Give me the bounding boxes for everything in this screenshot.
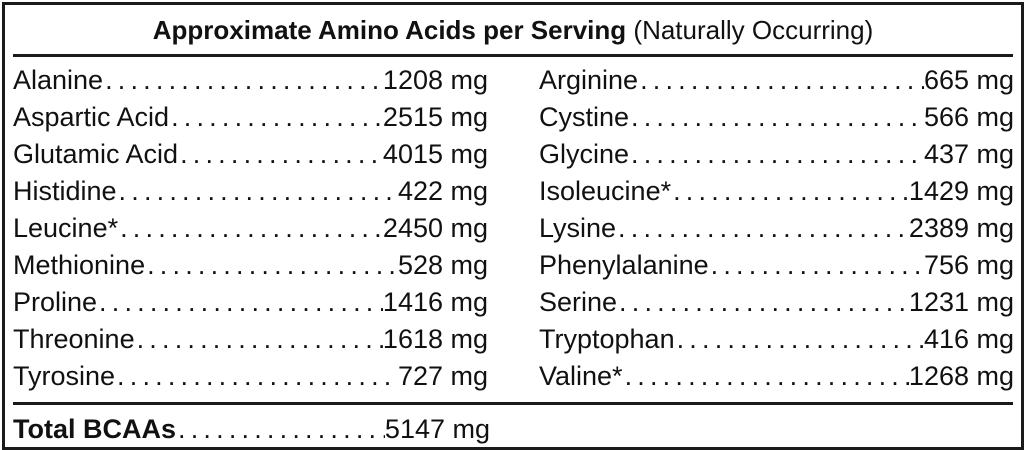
amino-acid-amount: 1231 mg (908, 287, 1014, 317)
amino-acid-row: Proline.................................… (13, 284, 488, 321)
amino-acid-amount: 727 mg (397, 361, 488, 391)
amino-acid-amount: 756 mg (923, 250, 1014, 280)
amino-acid-name: Proline (13, 287, 98, 317)
amino-acid-amount: 4015 mg (382, 139, 488, 169)
amino-acid-name: Leucine* (13, 213, 119, 243)
amino-acid-name: Methionine (13, 250, 146, 280)
dot-leader: ........................................… (136, 324, 383, 354)
left-column: Alanine.................................… (13, 62, 488, 395)
amino-acid-amount: 665 mg (923, 65, 1014, 95)
amino-acid-row: Glycine.................................… (539, 136, 1014, 173)
amino-acid-name: Phenylalanine (539, 250, 709, 280)
amino-acid-amount: 1618 mg (382, 324, 488, 354)
amino-acid-name: Glycine (539, 139, 630, 169)
dot-leader: ........................................… (178, 414, 385, 444)
amino-acid-row: Cystine.................................… (539, 99, 1014, 136)
title-note: (Naturally Occurring) (633, 15, 874, 45)
dot-leader: ........................................… (624, 361, 909, 391)
amino-acid-amount: 1268 mg (908, 361, 1014, 391)
amino-acid-amount: 566 mg (923, 102, 1014, 132)
amino-acid-name: Valine* (539, 361, 623, 391)
amino-acid-name: Histidine (13, 176, 117, 206)
amino-acid-name: Cystine (539, 102, 630, 132)
dot-leader: ........................................… (117, 361, 398, 391)
dot-leader: ........................................… (105, 65, 383, 95)
amino-acid-row: Glutamic Acid...........................… (13, 136, 488, 173)
amino-acid-amount: 1208 mg (382, 65, 488, 95)
dot-leader: ........................................… (618, 213, 909, 243)
dot-leader: ........................................… (676, 324, 924, 354)
amino-acid-name: Lysine (539, 213, 617, 243)
panel-title: Approximate Amino Acids per Serving (Nat… (5, 13, 1021, 47)
amino-acid-row: Phenylalanine...........................… (539, 247, 1014, 284)
amino-acid-row: Methionine..............................… (13, 247, 488, 284)
amino-acid-amount: 416 mg (923, 324, 1014, 354)
dot-leader: ........................................… (120, 213, 383, 243)
amino-acid-row: Serine..................................… (539, 284, 1014, 321)
amino-acid-name: Isoleucine* (539, 176, 672, 206)
amino-acid-name: Serine (539, 287, 618, 317)
amino-acid-amount: 1416 mg (382, 287, 488, 317)
total-row: Total BCAAs ............................… (13, 411, 490, 448)
amino-acid-name: Alanine (13, 65, 104, 95)
amino-acid-row: Arginine................................… (539, 62, 1014, 99)
dot-leader: ........................................… (631, 139, 924, 169)
amino-acid-amount: 2515 mg (382, 102, 488, 132)
amino-acid-name: Threonine (13, 324, 135, 354)
amino-acid-row: Aspartic Acid...........................… (13, 99, 488, 136)
amino-acid-name: Tryptophan (539, 324, 675, 354)
amino-acid-amount: 2450 mg (382, 213, 488, 243)
dot-leader: ........................................… (673, 176, 909, 206)
amino-acid-row: Tryptophan..............................… (539, 321, 1014, 358)
amino-acid-amount: 2389 mg (908, 213, 1014, 243)
dot-leader: ........................................… (118, 176, 398, 206)
amino-acid-row: Leucine*................................… (13, 210, 488, 247)
dot-leader: ........................................… (631, 102, 924, 132)
amino-acid-name: Arginine (539, 65, 639, 95)
amino-acid-name: Tyrosine (13, 361, 116, 391)
amino-acid-row: Isoleucine*.............................… (539, 173, 1014, 210)
amino-acid-row: Histidine...............................… (13, 173, 488, 210)
total-value: 5147 mg (384, 414, 490, 444)
dot-leader: ........................................… (147, 250, 398, 280)
dot-leader: ........................................… (171, 102, 383, 132)
amino-acid-amount: 437 mg (923, 139, 1014, 169)
amino-acid-row: Threonine...............................… (13, 321, 488, 358)
amino-acid-row: Lysine..................................… (539, 210, 1014, 247)
amino-acid-name: Aspartic Acid (13, 102, 170, 132)
amino-acid-row: Alanine.................................… (13, 62, 488, 99)
dot-leader: ........................................… (640, 65, 924, 95)
amino-acid-name: Glutamic Acid (13, 139, 179, 169)
total-label: Total BCAAs (13, 414, 177, 444)
amino-acid-row: Valine*.................................… (539, 358, 1014, 395)
right-column: Arginine................................… (539, 62, 1014, 395)
dot-leader: ........................................… (99, 287, 383, 317)
amino-acid-amount: 528 mg (397, 250, 488, 280)
dot-leader: ........................................… (619, 287, 909, 317)
total-divider (13, 402, 1013, 405)
amino-acid-amount: 1429 mg (908, 176, 1014, 206)
dot-leader: ........................................… (710, 250, 924, 280)
amino-acid-row: Tyrosine................................… (13, 358, 488, 395)
title-bold: Approximate Amino Acids per Serving (152, 15, 627, 45)
amino-acid-amount: 422 mg (397, 176, 488, 206)
title-divider (13, 54, 1013, 57)
dot-leader: ........................................… (180, 139, 383, 169)
